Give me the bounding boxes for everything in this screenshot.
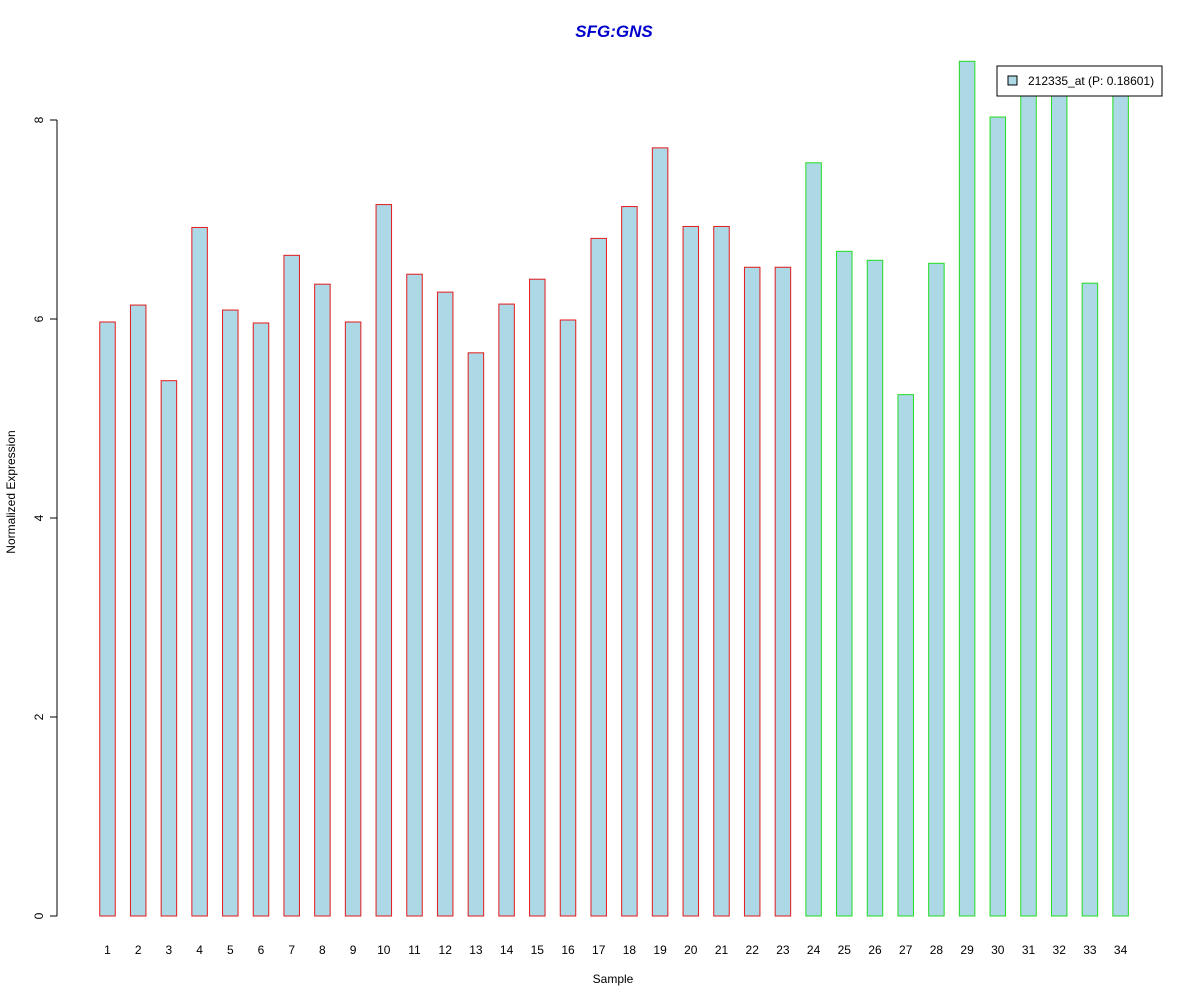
x-tick-label: 2: [135, 943, 142, 957]
bar-sample-2: [129, 304, 147, 917]
x-tick-label: 24: [807, 943, 821, 957]
bar-sample-12: [436, 291, 454, 917]
x-tick-label: 4: [196, 943, 203, 957]
legend-label: 212335_at (P: 0.18601): [1028, 74, 1154, 88]
bar-sample-11: [406, 273, 423, 917]
bar-sample-20: [682, 225, 700, 917]
x-tick-label: 9: [350, 943, 357, 957]
bar-sample-31: [1020, 89, 1037, 917]
bar-sample-8: [314, 283, 331, 917]
bar-sample-21: [713, 225, 730, 917]
bar-sample-28: [928, 262, 945, 917]
bar-sample-7: [283, 254, 300, 917]
y-tick-label: 2: [32, 713, 46, 720]
x-tick-label: 1: [104, 943, 111, 957]
x-tick-label: 27: [899, 943, 913, 957]
x-tick-label: 20: [684, 943, 698, 957]
x-tick-label: 13: [469, 943, 483, 957]
bar-sample-23: [774, 266, 792, 917]
x-tick-label: 34: [1114, 943, 1128, 957]
bar-sample-14: [498, 303, 515, 917]
x-tick-label: 16: [561, 943, 575, 957]
bar-sample-26: [866, 259, 884, 917]
y-tick-label: 0: [32, 912, 46, 919]
x-tick-label: 31: [1022, 943, 1036, 957]
x-axis-label: Sample: [593, 972, 634, 986]
chart-title: SFG:GNS: [575, 22, 653, 41]
bar-sample-29: [958, 60, 976, 917]
x-tick-label: 30: [991, 943, 1005, 957]
bar-sample-33: [1081, 282, 1099, 917]
bar-sample-3: [160, 380, 178, 917]
bar-sample-30: [989, 116, 1007, 917]
bar-sample-32: [1050, 89, 1068, 917]
x-tick-label: 33: [1083, 943, 1097, 957]
y-tick-label: 6: [32, 315, 46, 322]
bar-sample-18: [621, 206, 638, 917]
bar-sample-15: [529, 278, 546, 917]
x-tick-label: 32: [1053, 943, 1067, 957]
x-tick-label: 22: [746, 943, 760, 957]
x-tick-label: 29: [960, 943, 974, 957]
x-tick-label: 5: [227, 943, 234, 957]
x-tick-label: 10: [377, 943, 391, 957]
x-tick-label: 12: [439, 943, 453, 957]
x-tick-label: 25: [838, 943, 852, 957]
x-tick-label: 23: [776, 943, 790, 957]
bar-sample-5: [222, 309, 239, 917]
y-tick-label: 4: [32, 514, 46, 521]
bar-sample-24: [805, 162, 822, 917]
x-tick-label: 8: [319, 943, 326, 957]
x-tick-label: 3: [166, 943, 173, 957]
bar-sample-6: [252, 322, 270, 917]
y-axis: 0 2 4 6 8: [32, 116, 58, 919]
bar-sample-22: [743, 266, 761, 917]
bar-sample-13: [467, 352, 485, 917]
x-tick-label: 6: [258, 943, 265, 957]
legend: 212335_at (P: 0.18601): [996, 65, 1163, 97]
x-tick-label: 11: [408, 943, 421, 957]
x-tick-label: 14: [500, 943, 514, 957]
bar-sample-27: [897, 394, 914, 917]
x-tick-label: 7: [288, 943, 295, 957]
y-axis-label: Normalized Expression: [4, 430, 18, 553]
bar-sample-17: [590, 237, 607, 917]
y-tick-label: 8: [32, 116, 46, 123]
legend-swatch: [1007, 75, 1018, 86]
bar-sample-16: [559, 319, 577, 917]
legend-box: [996, 65, 1163, 97]
bar-sample-19: [651, 147, 669, 917]
bar-sample-25: [836, 250, 853, 917]
bar-sample-10: [375, 204, 393, 917]
x-tick-label: 28: [930, 943, 944, 957]
x-tick-label: 15: [531, 943, 545, 957]
bar-sample-9: [344, 321, 362, 917]
bar-sample-4: [191, 226, 208, 917]
x-tick-label: 18: [623, 943, 637, 957]
x-tick-label: 19: [653, 943, 667, 957]
bar-sample-1: [99, 321, 116, 917]
x-tick-label: 26: [868, 943, 882, 957]
bars-group: [99, 60, 1129, 917]
bar-sample-34: [1112, 89, 1129, 917]
x-tick-label: 17: [592, 943, 606, 957]
x-tick-label: 21: [715, 943, 729, 957]
x-tick-labels: 1 2 3 4 5 6 7 8 9 10 11 12 13 14 15 16 17 18 19 20 21 22 23 24 2…: [104, 943, 1127, 957]
